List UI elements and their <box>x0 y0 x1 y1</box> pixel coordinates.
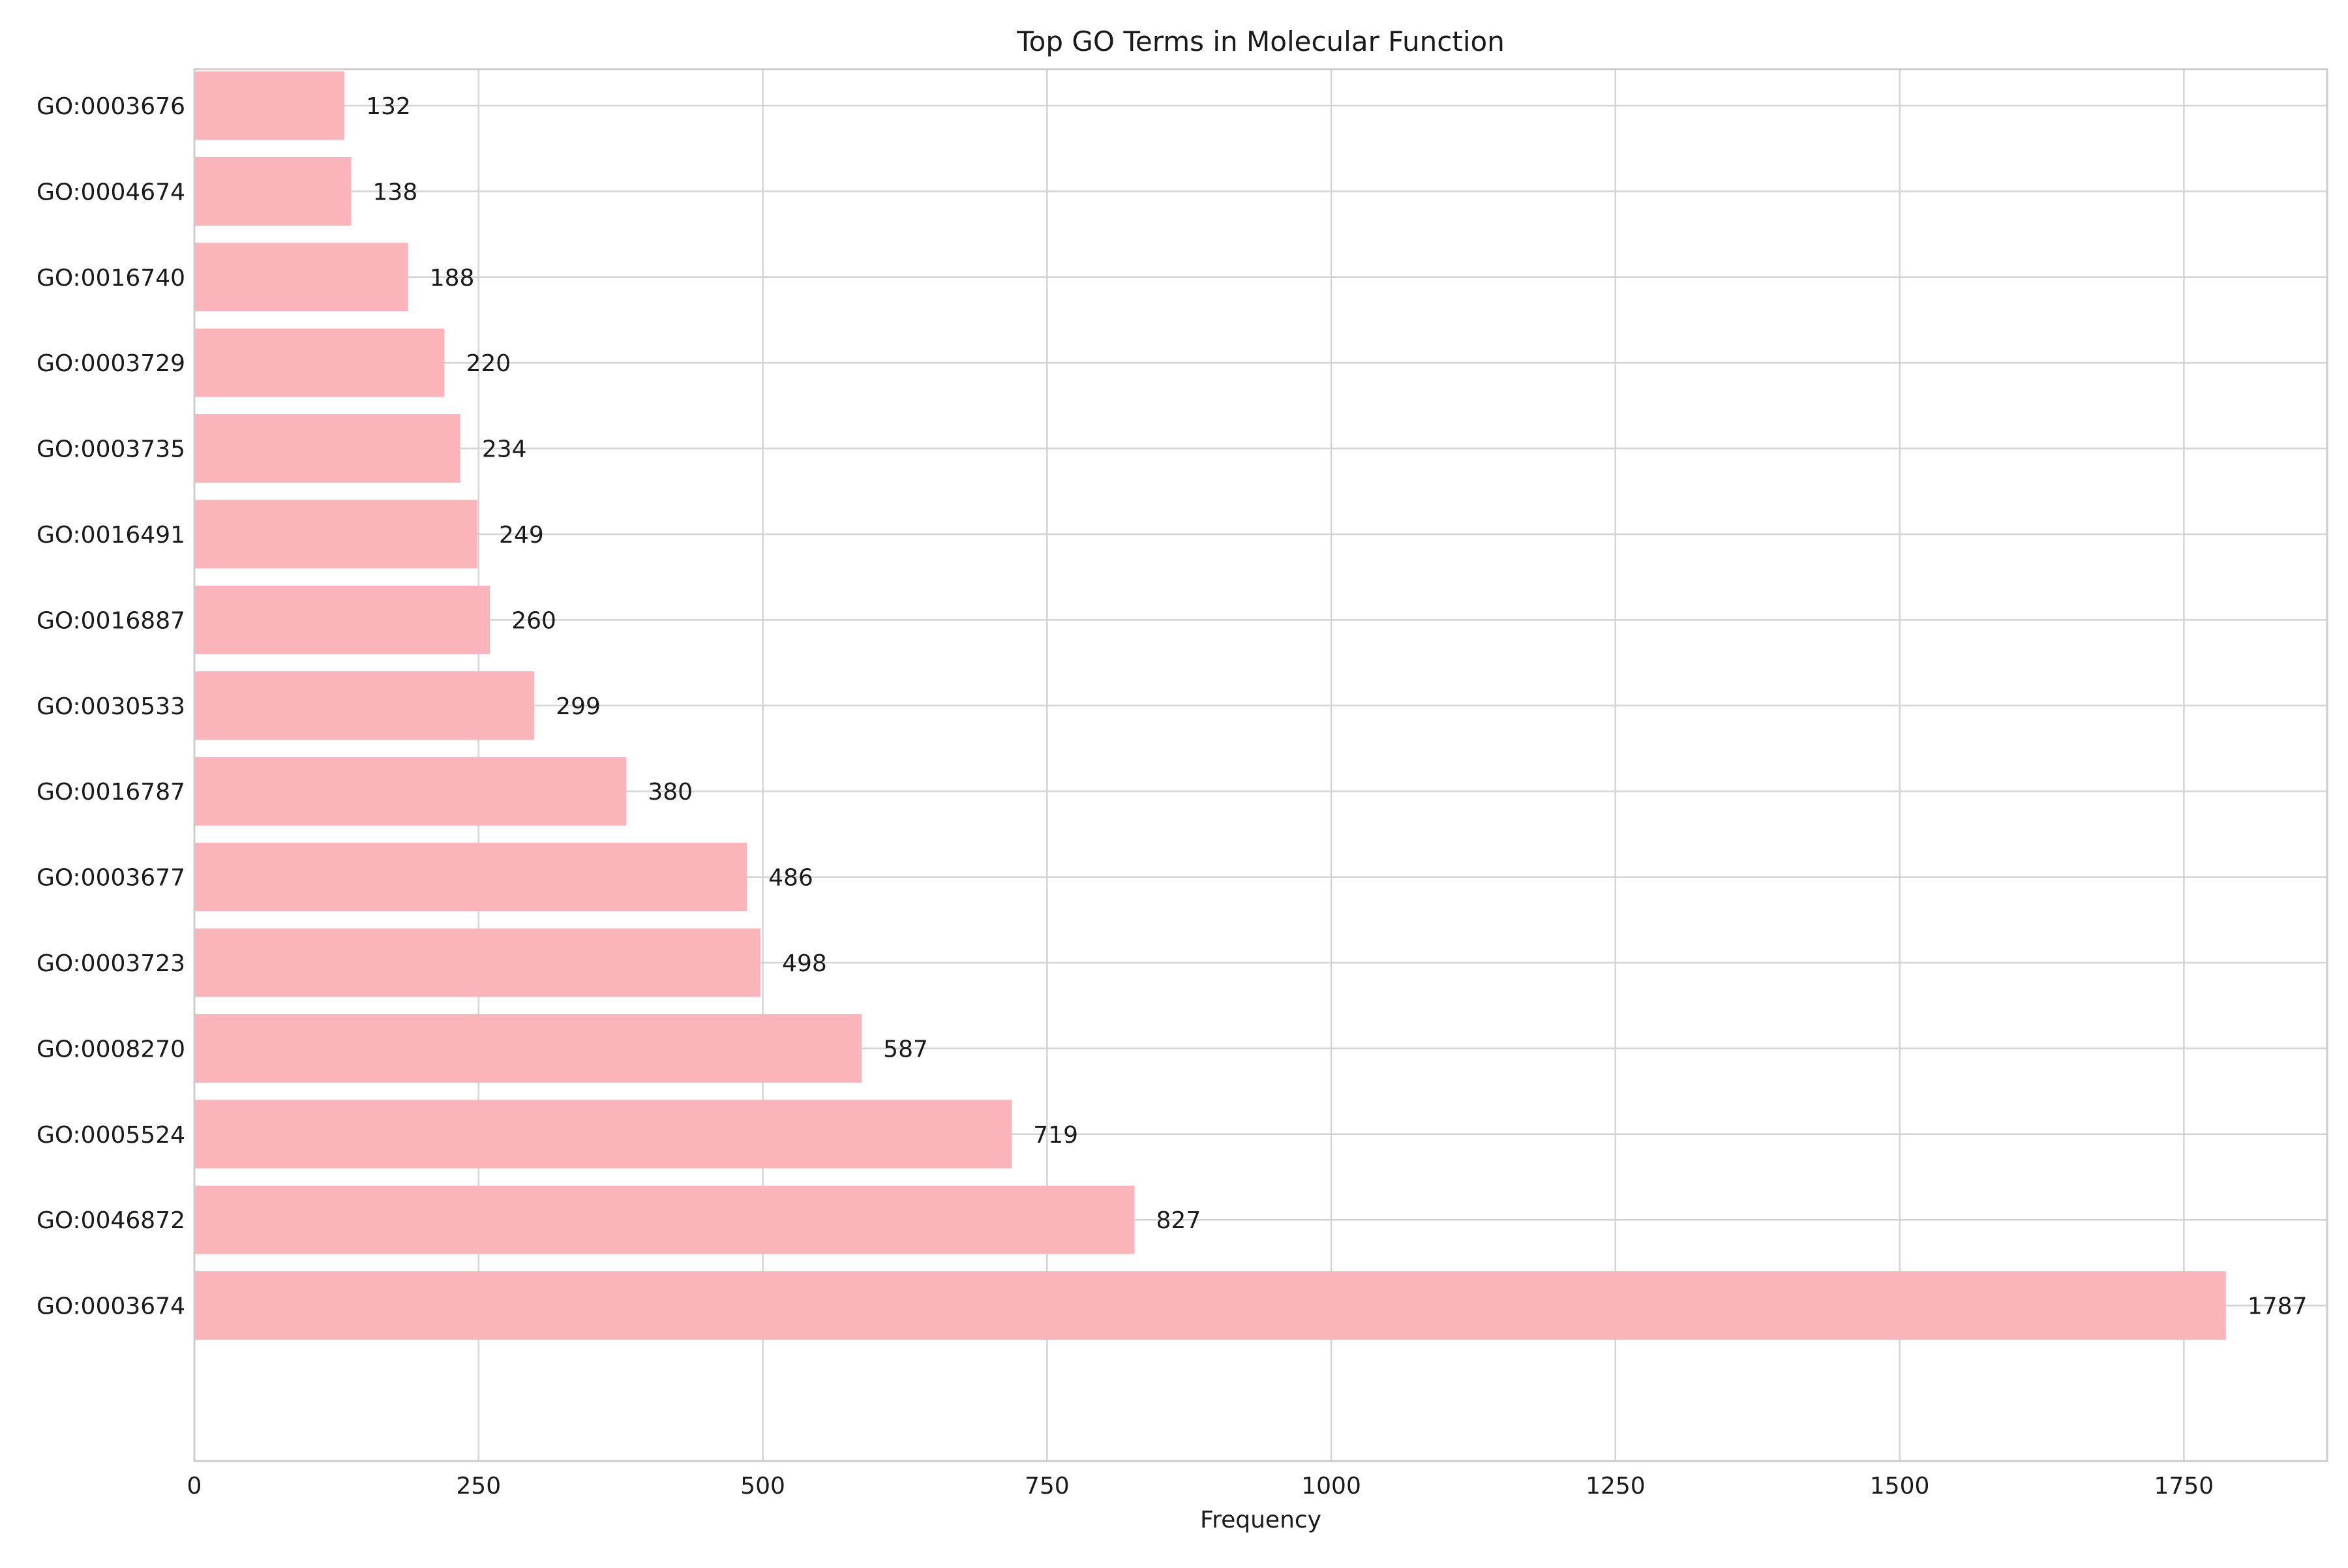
x-tick-label: 1750 <box>2154 1473 2214 1500</box>
chart-title: Top GO Terms in Molecular Function <box>1016 25 1505 57</box>
x-tick-label: 500 <box>740 1473 785 1500</box>
x-tick-label: 0 <box>187 1473 202 1500</box>
data-label: 132 <box>366 93 411 120</box>
data-label: 719 <box>1033 1122 1078 1149</box>
data-label: 498 <box>782 950 827 977</box>
bar-go-0046872 <box>194 1185 1135 1254</box>
bar-go-0004674 <box>194 157 352 226</box>
bars <box>194 71 2226 1340</box>
bar-go-0003676 <box>194 71 345 140</box>
bar-go-0030533 <box>194 671 535 740</box>
y-tick-label: GO:0016740 <box>37 265 185 292</box>
y-tick-label: GO:0016491 <box>37 522 185 549</box>
y-tick-label: GO:0003735 <box>37 436 185 463</box>
x-axis-label: Frequency <box>1200 1507 1321 1533</box>
y-tick-label: GO:0003723 <box>37 950 185 977</box>
y-tick-label: GO:0016887 <box>37 607 185 634</box>
data-label: 486 <box>768 865 813 892</box>
bar-go-0016887 <box>194 585 490 654</box>
y-tick-label: GO:0008270 <box>37 1036 185 1063</box>
x-tick-label: 250 <box>456 1473 501 1500</box>
y-tick-label: GO:0003677 <box>37 865 185 892</box>
bar-go-0016787 <box>194 757 627 826</box>
bar-go-0016491 <box>194 500 478 569</box>
x-tick-label: 1000 <box>1301 1473 1361 1500</box>
y-tick-labels: GO:0003676 GO:0004674 GO:0016740 GO:0003729… <box>37 93 185 1320</box>
data-label: 587 <box>883 1036 928 1063</box>
data-label: 1787 <box>2248 1293 2308 1320</box>
y-tick-label: GO:0003676 <box>37 93 185 120</box>
plot-frame <box>193 68 2328 1462</box>
data-label: 220 <box>466 350 511 377</box>
data-label: 249 <box>499 522 544 549</box>
data-label: 234 <box>482 436 527 463</box>
y-tick-label: GO:0004674 <box>37 179 185 205</box>
x-tick-labels: 0 250 500 750 1000 1250 1500 1750 <box>187 1473 2214 1500</box>
y-tick-label: GO:0030533 <box>37 693 185 720</box>
bar-go-0016740 <box>194 243 408 312</box>
bar-go-0003729 <box>194 328 445 397</box>
x-tick-label: 750 <box>1025 1473 1070 1500</box>
y-tick-label: GO:0046872 <box>37 1207 185 1234</box>
x-tick-label: 1500 <box>1870 1473 1930 1500</box>
bar-go-0003674 <box>194 1271 2226 1340</box>
data-labels: 132 138 188 220 234 249 260 299 380 486 498 587 719 8… <box>366 93 2307 1320</box>
bar-go-0003677 <box>194 843 747 912</box>
data-label: 138 <box>373 179 418 205</box>
bar-go-0003735 <box>194 414 460 483</box>
data-label: 260 <box>511 607 556 634</box>
y-tick-label: GO:0003729 <box>37 350 185 377</box>
data-label: 188 <box>430 265 475 292</box>
data-label: 299 <box>556 693 601 720</box>
x-tick-label: 1250 <box>1586 1473 1646 1500</box>
bar-go-0005524 <box>194 1100 1012 1169</box>
data-label: 380 <box>648 779 693 806</box>
y-tick-label: GO:0005524 <box>37 1122 185 1149</box>
y-tick-label: GO:0003674 <box>37 1293 185 1320</box>
bar-go-0003723 <box>194 928 761 997</box>
data-label: 827 <box>1156 1207 1201 1234</box>
bar-go-0008270 <box>194 1014 862 1083</box>
y-tick-label: GO:0016787 <box>37 779 185 806</box>
